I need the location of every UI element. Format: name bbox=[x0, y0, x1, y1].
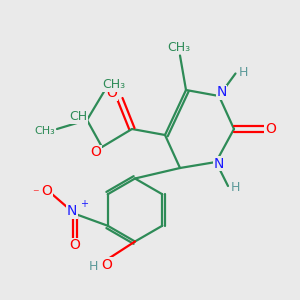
Text: N: N bbox=[213, 157, 224, 170]
Text: CH: CH bbox=[69, 110, 87, 123]
Text: N: N bbox=[67, 204, 77, 218]
Text: H: H bbox=[238, 65, 248, 79]
Text: O: O bbox=[69, 238, 80, 252]
Text: ⁻: ⁻ bbox=[32, 187, 39, 200]
Text: O: O bbox=[41, 184, 52, 198]
Text: O: O bbox=[90, 146, 101, 159]
Text: N: N bbox=[216, 85, 226, 99]
Text: H: H bbox=[88, 260, 98, 274]
Text: CH₃: CH₃ bbox=[102, 78, 126, 91]
Text: O: O bbox=[106, 86, 117, 100]
Text: O: O bbox=[101, 258, 112, 272]
Text: O: O bbox=[265, 122, 276, 136]
Text: +: + bbox=[80, 199, 88, 209]
Text: CH₃: CH₃ bbox=[167, 40, 190, 54]
Text: CH₃: CH₃ bbox=[34, 126, 55, 136]
Text: H: H bbox=[231, 181, 240, 194]
